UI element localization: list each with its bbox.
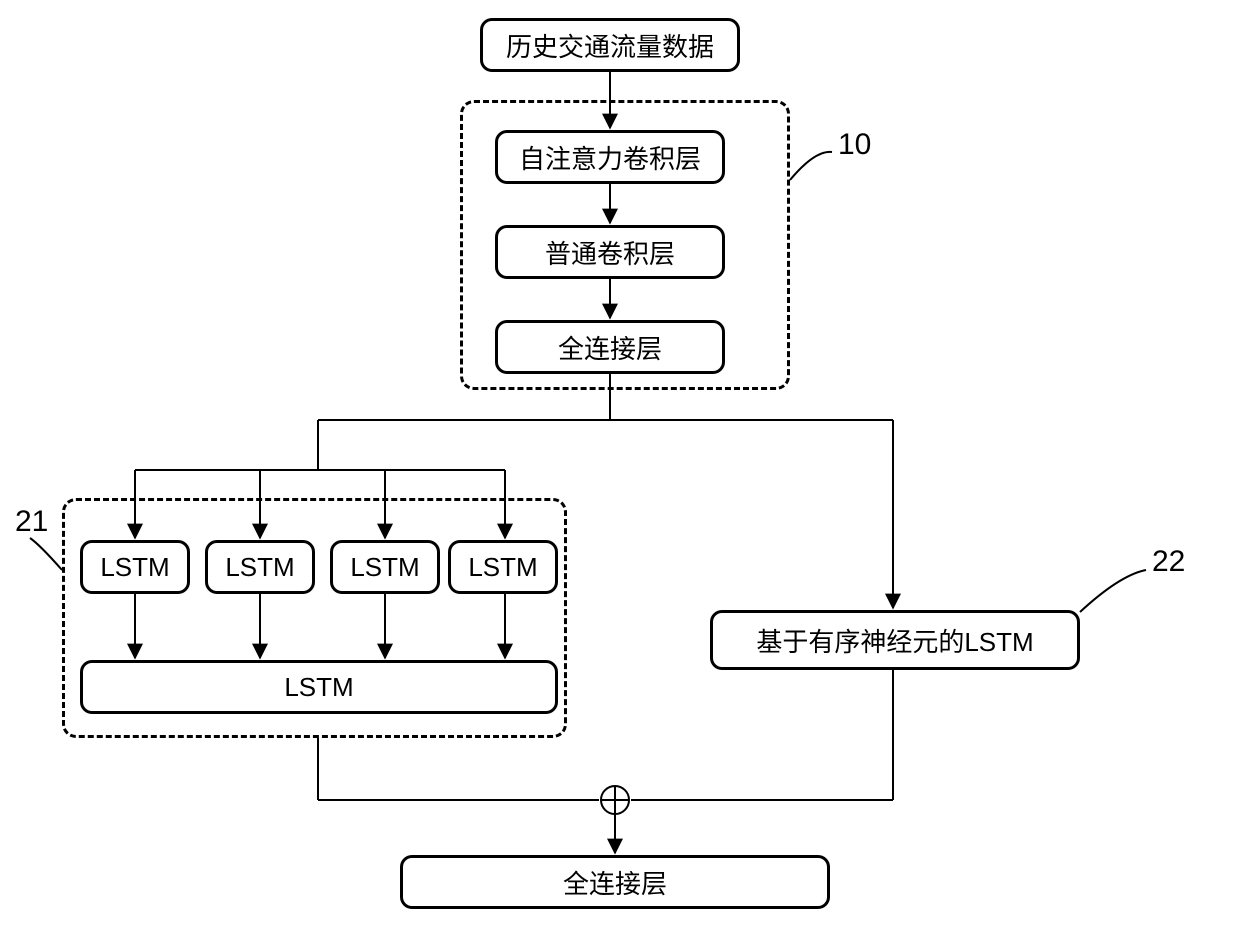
node-lstm5: LSTM xyxy=(80,660,558,714)
node-ordered-label: 基于有序神经元的LSTM xyxy=(756,622,1033,659)
node-lstm1-label: LSTM xyxy=(100,552,169,583)
label-22: 22 xyxy=(1152,545,1185,579)
node-lstm2-label: LSTM xyxy=(225,552,294,583)
node-input-label: 历史交通流量数据 xyxy=(506,27,714,64)
node-lstm4-label: LSTM xyxy=(468,552,537,583)
node-lstm3-label: LSTM xyxy=(350,552,419,583)
node-conv1-label: 自注意力卷积层 xyxy=(519,139,701,176)
node-conv1: 自注意力卷积层 xyxy=(495,130,725,184)
node-fc1: 全连接层 xyxy=(495,320,725,374)
node-ordered: 基于有序神经元的LSTM xyxy=(710,610,1080,670)
node-fc1-label: 全连接层 xyxy=(558,329,662,366)
node-lstm5-label: LSTM xyxy=(284,672,353,703)
node-fc2-label: 全连接层 xyxy=(563,864,667,901)
label-10: 10 xyxy=(838,128,871,162)
node-input: 历史交通流量数据 xyxy=(480,18,740,72)
node-conv2: 普通卷积层 xyxy=(495,225,725,279)
node-lstm2: LSTM xyxy=(205,540,315,594)
node-fc2: 全连接层 xyxy=(400,855,830,909)
node-lstm1: LSTM xyxy=(80,540,190,594)
node-lstm3: LSTM xyxy=(330,540,440,594)
label-21: 21 xyxy=(15,505,48,539)
node-lstm4: LSTM xyxy=(448,540,558,594)
node-conv2-label: 普通卷积层 xyxy=(545,234,675,271)
diagram-canvas: 历史交通流量数据 自注意力卷积层 普通卷积层 全连接层 LSTM LSTM LS… xyxy=(0,0,1240,940)
